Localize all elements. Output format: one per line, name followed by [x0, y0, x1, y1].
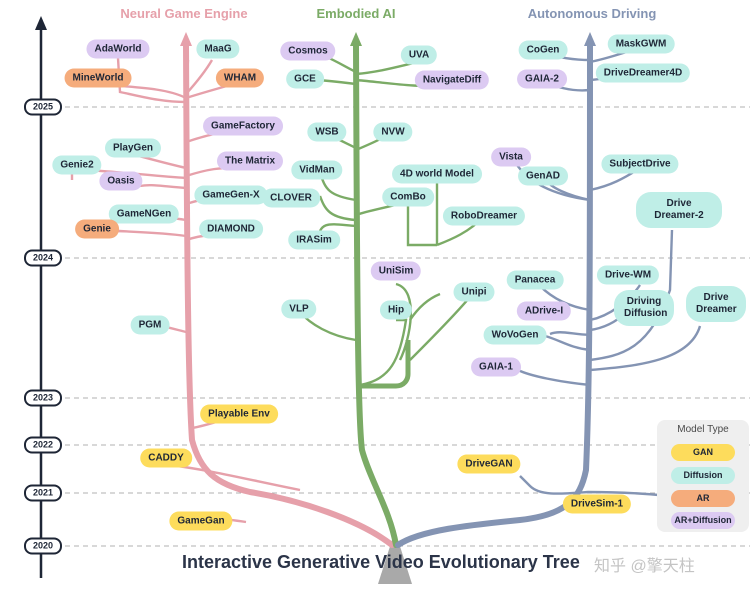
year-label-2020: 2020 [24, 537, 62, 555]
node-nvw: NVW [373, 122, 413, 142]
node-cogen: CoGen [518, 40, 568, 60]
node-genad: GenAD [518, 166, 568, 186]
node-vlp: VLP [281, 299, 317, 319]
branch-title-driving: Autonomous Driving [527, 6, 657, 21]
node-unipi: Unipi [453, 282, 495, 302]
node-gaia1: GAIA-1 [471, 357, 521, 377]
node-genie2: Genie2 [52, 155, 102, 175]
node-gamegenx: GameGen-X [194, 185, 268, 205]
node-vidman: VidMan [291, 160, 343, 180]
branch-title-neural: Neural Game Engine [120, 6, 248, 21]
node-wham: WHAM [215, 68, 265, 88]
branch-embodied-trunk [353, 42, 399, 548]
time-axis-arrow-icon [35, 16, 47, 30]
tree-root [378, 540, 412, 584]
neural-arrow-icon [180, 32, 192, 46]
node-mineworld: MineWorld [64, 68, 132, 88]
node-hip: Hip [379, 300, 413, 320]
node-robodreamer: RoboDreamer [442, 206, 526, 226]
node-cosmos: Cosmos [280, 41, 336, 61]
legend-item-gan: GAN [671, 444, 735, 461]
legend: Model Type GAN Diffusion AR AR+Diffusion [657, 420, 749, 532]
year-label-2025: 2025 [24, 98, 62, 116]
embodied-arrow-icon [350, 32, 362, 46]
node-gaia2: GAIA-2 [517, 69, 567, 89]
node-caddy: CADDY [140, 448, 192, 468]
node-navigatediff: NavigateDiff [414, 70, 490, 90]
legend-item-diffusion: Diffusion [671, 467, 735, 484]
year-label-2022: 2022 [24, 436, 62, 454]
node-wsb: WSB [307, 122, 347, 142]
node-oasis: Oasis [99, 171, 143, 191]
node-gce: GCE [286, 69, 324, 89]
node-gamengen: GameNGen [108, 204, 180, 224]
node-vista: Vista [491, 147, 531, 167]
driving-arrow-icon [584, 32, 596, 46]
year-label-2023: 2023 [24, 389, 62, 407]
year-label-2024: 2024 [24, 249, 62, 267]
legend-item-ar-diffusion: AR+Diffusion [671, 512, 735, 529]
branch-neural-trunk [183, 42, 395, 548]
node-world4d: 4D world Model [392, 164, 482, 184]
node-diamond: DIAMOND [199, 219, 263, 239]
node-clover: CLOVER [262, 188, 320, 208]
node-pgm: PGM [130, 315, 170, 335]
node-irasim: IRASim [288, 230, 340, 250]
node-uva: UVA [400, 45, 438, 65]
node-adaworld: AdaWorld [86, 39, 150, 59]
diagram-title: Interactive Generative Video Evolutionar… [182, 552, 580, 572]
year-label-2021: 2021 [24, 484, 62, 502]
node-gamefactory: GameFactory [203, 116, 283, 136]
node-maskgwm: MaskGWM [607, 34, 675, 54]
node-maag: MaaG [196, 39, 240, 59]
node-playableenv: Playable Env [200, 404, 278, 424]
node-genie: Genie [75, 219, 119, 239]
node-drivedreamer4d: DriveDreamer4D [595, 63, 691, 83]
node-panacea: Panacea [506, 270, 564, 290]
node-drivingdiffusion: Driving Diffusion [614, 290, 674, 326]
watermark: 知乎 @擎天柱 [594, 558, 695, 575]
node-playgen: PlayGen [104, 138, 162, 158]
node-subjectdrive: SubjectDrive [601, 154, 679, 174]
embodied-trunk-side [358, 340, 411, 389]
branch-title-embodied: Embodied AI [316, 6, 396, 21]
legend-item-ar: AR [671, 490, 735, 507]
node-drivegan: DriveGAN [457, 454, 521, 474]
branch-driving-trunk [395, 42, 593, 548]
node-drivedreamer2: Drive Dreamer-2 [636, 192, 722, 228]
node-adrivei: ADrive-I [516, 301, 572, 321]
node-drivewm: Drive-WM [596, 265, 660, 285]
node-drivesim1: DriveSim-1 [562, 494, 632, 514]
node-thematrix: The Matrix [216, 151, 284, 171]
node-wovogen: WoVoGen [483, 325, 547, 345]
node-combo: ComBo [382, 187, 434, 207]
legend-title: Model Type [677, 424, 729, 435]
node-gamegan: GameGan [169, 511, 233, 531]
node-drivedreamer: Drive Dreamer [686, 286, 746, 322]
node-unisim: UniSim [370, 261, 422, 281]
